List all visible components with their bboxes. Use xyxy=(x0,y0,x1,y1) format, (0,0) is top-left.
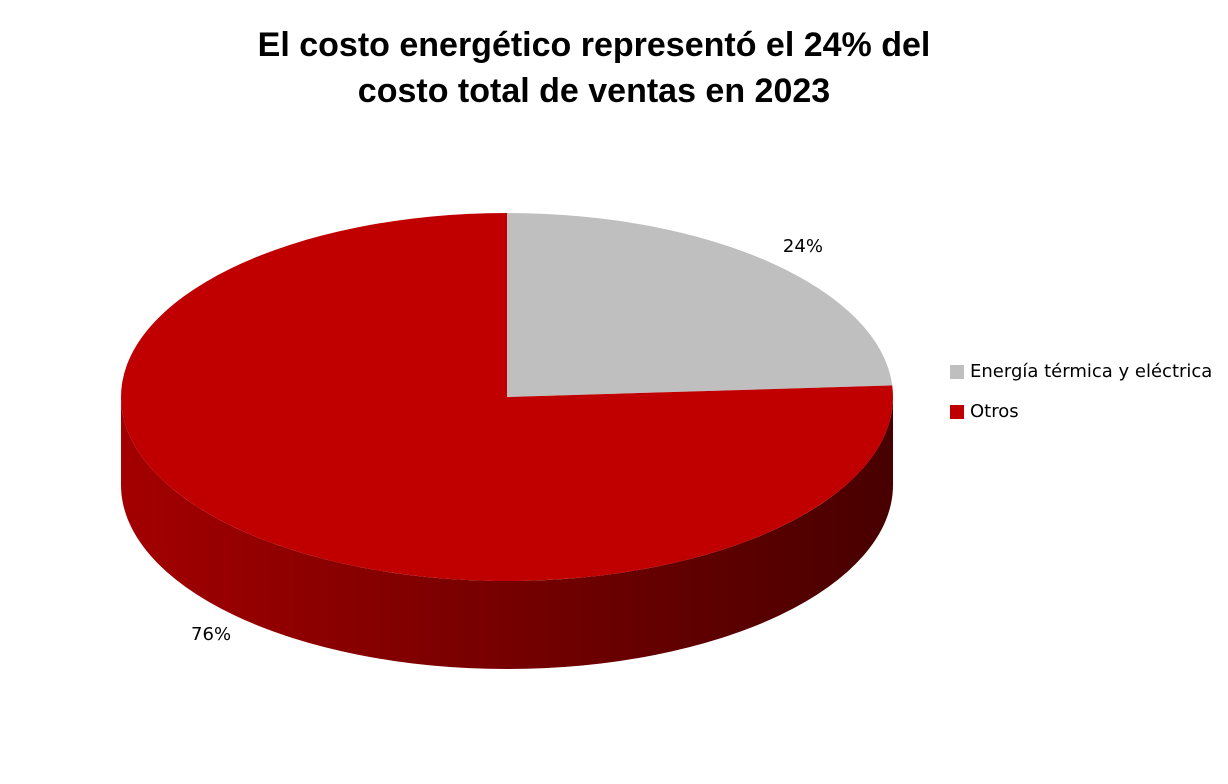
legend-swatch xyxy=(950,405,964,419)
slice xyxy=(120,213,894,581)
legend-swatch xyxy=(950,365,964,379)
chart-title: El costo energético representó el 24% de… xyxy=(257,26,931,110)
legend-label: Otros xyxy=(970,401,1019,422)
legend-label: Energía térmica y eléctrica xyxy=(970,361,1212,382)
slice-side xyxy=(121,397,893,669)
data-label: 24% xyxy=(783,236,823,257)
slice xyxy=(507,213,893,397)
data-label: 76% xyxy=(191,624,231,645)
